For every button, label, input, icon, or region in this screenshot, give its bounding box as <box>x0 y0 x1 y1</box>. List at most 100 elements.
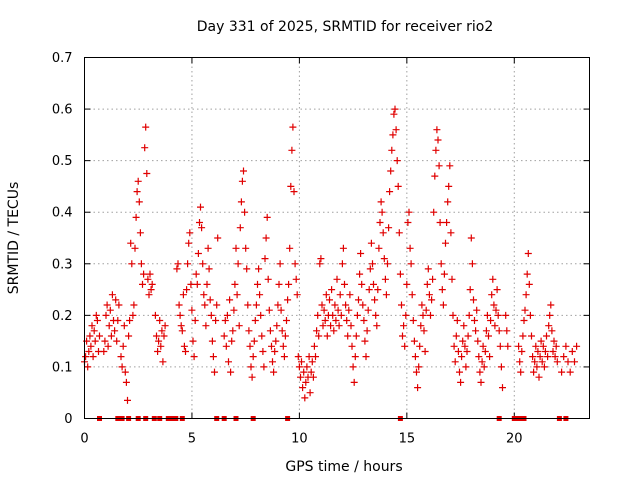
data-point <box>280 353 288 361</box>
data-point <box>263 213 271 221</box>
x-tick-label: 0 <box>80 432 88 447</box>
data-point <box>348 342 356 350</box>
data-point <box>298 358 305 366</box>
data-point <box>301 394 309 402</box>
data-point <box>247 363 255 371</box>
data-point <box>385 224 393 232</box>
data-point <box>427 311 434 319</box>
data-point <box>316 260 324 268</box>
data-point <box>515 342 523 350</box>
data-point <box>201 301 209 309</box>
data-point <box>541 348 549 355</box>
data-point <box>537 337 545 345</box>
data-point <box>571 358 578 366</box>
data-point <box>504 342 512 350</box>
data-point <box>277 306 285 314</box>
data-point <box>122 378 130 386</box>
data-point <box>361 337 369 345</box>
data-point <box>255 265 263 273</box>
data-point <box>222 342 230 350</box>
data-point <box>126 317 134 324</box>
data-point <box>136 229 144 237</box>
data-point <box>353 311 361 319</box>
data-point <box>456 368 463 376</box>
data-point <box>139 280 146 288</box>
data-point <box>346 291 354 299</box>
data-point <box>257 311 265 319</box>
data-point <box>291 260 299 268</box>
data-point <box>101 337 109 345</box>
data-point <box>129 311 137 319</box>
data-point <box>276 260 284 268</box>
data-point <box>132 213 140 221</box>
data-point <box>389 131 397 139</box>
data-point <box>235 322 243 330</box>
data-point <box>125 332 133 340</box>
data-point <box>334 306 342 314</box>
data-point <box>294 353 302 361</box>
data-point <box>442 239 449 247</box>
data-point <box>423 280 431 288</box>
data-point <box>143 170 151 177</box>
data-point <box>279 342 287 350</box>
data-point <box>396 270 404 278</box>
data-point <box>281 332 289 340</box>
data-point <box>124 396 131 404</box>
data-point <box>185 239 193 247</box>
data-point <box>416 342 424 350</box>
data-point <box>486 353 494 361</box>
data-point <box>413 368 420 376</box>
data-point <box>159 358 167 366</box>
data-point <box>307 368 315 376</box>
data-point <box>343 317 351 324</box>
data-point <box>530 368 538 376</box>
data-point <box>243 265 251 273</box>
data-point <box>180 342 188 350</box>
data-point <box>364 306 372 314</box>
data-point <box>231 280 239 288</box>
data-point <box>104 342 112 350</box>
data-point <box>573 342 581 350</box>
data-point <box>395 229 403 237</box>
data-point <box>428 296 436 304</box>
data-point <box>350 378 358 386</box>
data-point <box>425 291 433 299</box>
y-tick-label: 0.3 <box>52 257 73 272</box>
y-tick-label: 0 <box>64 412 72 427</box>
data-point <box>472 327 480 335</box>
data-point <box>268 342 275 350</box>
data-point <box>445 182 453 190</box>
data-point <box>128 260 136 268</box>
data-point <box>518 348 526 355</box>
data-point <box>225 358 232 366</box>
data-point <box>193 280 201 288</box>
data-point <box>309 373 317 381</box>
data-point <box>156 317 164 324</box>
data-point <box>92 311 100 319</box>
data-point <box>450 342 458 350</box>
data-point <box>407 260 415 268</box>
data-point <box>342 301 350 309</box>
data-point <box>436 219 444 226</box>
data-point <box>464 332 472 340</box>
data-points <box>81 105 581 404</box>
data-point <box>151 311 159 319</box>
data-point <box>431 172 439 180</box>
data-point <box>458 353 466 361</box>
data-point <box>211 368 218 376</box>
data-point <box>403 280 411 288</box>
data-point <box>418 301 426 309</box>
data-point <box>319 322 327 330</box>
data-point <box>375 244 383 252</box>
data-point <box>417 322 425 330</box>
data-point <box>533 363 541 371</box>
data-point <box>380 255 388 263</box>
data-point <box>446 162 454 170</box>
data-point <box>119 342 127 350</box>
data-point <box>303 363 311 371</box>
data-point <box>188 306 196 314</box>
data-point <box>535 373 543 381</box>
data-point <box>387 167 395 175</box>
data-point <box>158 327 166 335</box>
data-point <box>439 301 447 309</box>
